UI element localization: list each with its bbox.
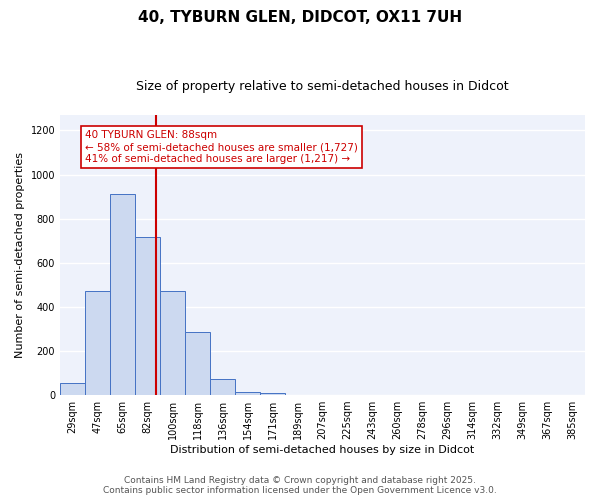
- Bar: [110, 194, 135, 395]
- Text: Contains HM Land Registry data © Crown copyright and database right 2025.
Contai: Contains HM Land Registry data © Crown c…: [103, 476, 497, 495]
- Bar: [135, 238, 160, 395]
- X-axis label: Distribution of semi-detached houses by size in Didcot: Distribution of semi-detached houses by …: [170, 445, 475, 455]
- Title: Size of property relative to semi-detached houses in Didcot: Size of property relative to semi-detach…: [136, 80, 509, 93]
- Bar: [60, 383, 85, 395]
- Bar: [260, 393, 285, 395]
- Bar: [235, 392, 260, 395]
- Bar: [210, 378, 235, 395]
- Y-axis label: Number of semi-detached properties: Number of semi-detached properties: [15, 152, 25, 358]
- Bar: [185, 332, 210, 395]
- Bar: [85, 292, 110, 395]
- Text: 40 TYBURN GLEN: 88sqm
← 58% of semi-detached houses are smaller (1,727)
41% of s: 40 TYBURN GLEN: 88sqm ← 58% of semi-deta…: [85, 130, 358, 164]
- Text: 40, TYBURN GLEN, DIDCOT, OX11 7UH: 40, TYBURN GLEN, DIDCOT, OX11 7UH: [138, 10, 462, 25]
- Bar: [160, 292, 185, 395]
